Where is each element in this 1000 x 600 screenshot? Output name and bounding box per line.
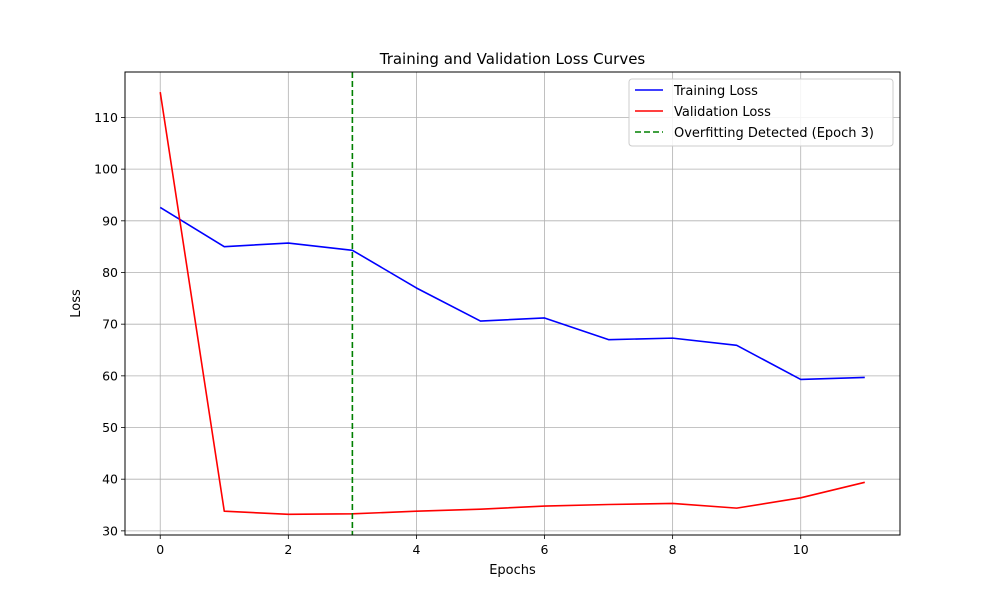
- grid-lines: [125, 72, 900, 535]
- y-tick-label: 50: [102, 420, 118, 435]
- y-tick-label: 80: [102, 265, 118, 280]
- plot-frame: [124, 71, 901, 536]
- plot-area: [159, 72, 865, 535]
- legend-label-validation: Validation Loss: [674, 105, 771, 120]
- y-tick-label: 110: [94, 110, 118, 125]
- y-tick-label: 90: [102, 213, 118, 228]
- validation-loss-line: [159, 92, 865, 516]
- legend-box: [628, 78, 894, 147]
- chart-title: Training and Validation Loss Curves: [379, 50, 646, 68]
- x-tick-label: 8: [669, 542, 677, 557]
- x-axis-label: Epochs: [489, 563, 536, 578]
- x-tick-label: 2: [284, 542, 292, 557]
- training-loss-line: [159, 206, 865, 381]
- x-tick-label: 6: [541, 542, 549, 557]
- y-tick-label: 30: [102, 523, 118, 538]
- legend-label-training: Training Loss: [673, 84, 758, 99]
- y-axis-ticks: 30 40 50 60 70 80 90 100 110: [94, 110, 125, 538]
- y-tick-label: 60: [102, 368, 118, 383]
- y-axis-label: Loss: [69, 289, 84, 318]
- y-tick-label: 70: [102, 317, 118, 332]
- y-tick-label: 40: [102, 472, 118, 487]
- x-axis-ticks: 0 2 4 6 8 10: [156, 535, 809, 557]
- x-tick-label: 10: [793, 542, 809, 557]
- y-tick-label: 100: [94, 162, 118, 177]
- legend: Training Loss Validation Loss Overfittin…: [628, 78, 894, 147]
- x-tick-label: 4: [412, 542, 420, 557]
- legend-label-overfitting: Overfitting Detected (Epoch 3): [674, 126, 874, 141]
- x-tick-label: 0: [156, 542, 164, 557]
